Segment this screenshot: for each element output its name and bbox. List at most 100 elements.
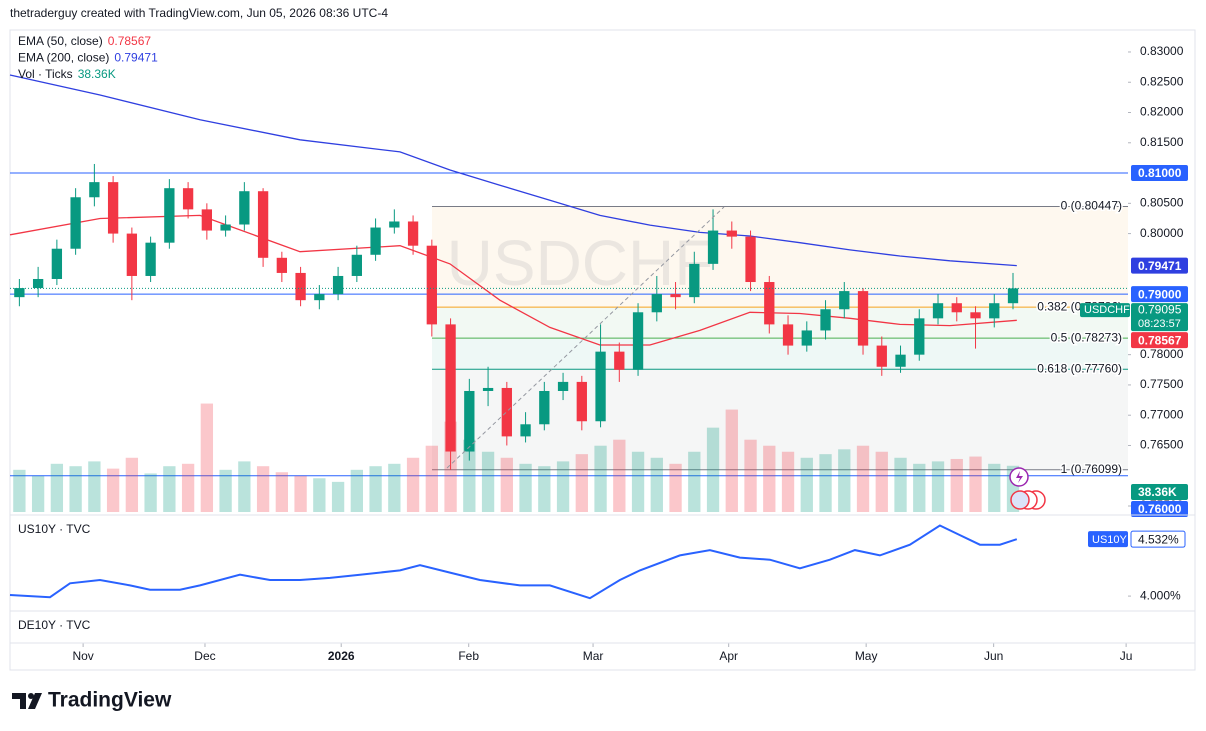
candle-body [782, 324, 794, 346]
volume-bar [669, 463, 682, 512]
candle-body [764, 282, 775, 325]
pane-y-tick-label: 4.000% [1140, 588, 1181, 602]
candle-body [14, 288, 25, 298]
candle-body [276, 257, 288, 273]
legend-entry: EMA (50, close) 0.78567 [18, 34, 151, 48]
candle-body [614, 351, 625, 370]
volume-bar [688, 451, 701, 512]
volume-bar [406, 457, 420, 512]
fib-zone [432, 206, 1128, 308]
volume-bar [144, 473, 157, 512]
logo-mark [28, 693, 42, 709]
price-box [1131, 484, 1188, 500]
event-icon [1010, 490, 1030, 510]
volume-bar [50, 463, 64, 512]
pane-value-box [1130, 530, 1186, 548]
candle-body [595, 351, 606, 422]
candle-body [314, 294, 325, 301]
volume-bar [763, 445, 776, 512]
volume-bar [800, 457, 813, 512]
volume-bar [781, 451, 795, 512]
legend-entry: EMA (200, close) 0.79471 [18, 51, 158, 65]
volume-bar [388, 463, 401, 512]
volume-bar [200, 403, 214, 512]
volume-bar [125, 457, 139, 512]
fib-zone [432, 307, 1128, 339]
pane-line [9, 524, 1018, 600]
price-box-label: 38.36K [1138, 485, 1177, 499]
watermark: USDCHF [447, 227, 714, 299]
y-tick-label: 0.77000 [1140, 407, 1184, 421]
candle-body [970, 312, 981, 319]
candle-body [989, 303, 1000, 319]
candle-body [407, 221, 419, 246]
price-box-label: 0.81000 [1138, 166, 1182, 180]
volume-bar [744, 439, 757, 512]
volume-bar [575, 454, 588, 512]
legend-name: EMA (200, close) [18, 51, 109, 65]
volume-bar [725, 409, 738, 512]
pane-title: DE10Y · TVC [18, 618, 91, 632]
event-icon [1016, 471, 1023, 483]
fib-zone [432, 338, 1128, 370]
price-box [1131, 165, 1188, 182]
candle-body [257, 191, 269, 258]
chart-frame [9, 29, 1196, 671]
volume-bar [819, 454, 832, 512]
volume-bar [238, 461, 251, 512]
volume-bar [331, 481, 345, 512]
price-box-label: 0.76000 [1138, 502, 1182, 516]
x-tick-label: Ju [1120, 649, 1133, 663]
candle-body [145, 242, 156, 276]
last-price-label: 0.79095 [1138, 302, 1182, 316]
y-tick-label: 0.83000 [1140, 44, 1184, 58]
volume-bar [481, 451, 495, 512]
volume-bar [88, 461, 101, 512]
candle-body [895, 354, 906, 367]
candle-body [726, 230, 737, 237]
legend-value: 38.36K [78, 67, 116, 81]
candle-body [389, 221, 400, 228]
volume-bar [913, 463, 926, 512]
candle-body [445, 324, 456, 452]
volume-bar [969, 456, 982, 512]
y-tick-label: 0.80500 [1140, 195, 1184, 209]
volume-bar [988, 463, 1001, 512]
volume-bar [463, 439, 476, 512]
ema-line [9, 74, 1017, 267]
pane-symbol: US10Y [1092, 534, 1128, 546]
candle-body [426, 245, 437, 325]
y-tick-label: 0.77500 [1140, 377, 1184, 391]
volume-bar [350, 469, 363, 512]
x-tick-label: Feb [458, 649, 479, 663]
candle-body [951, 303, 962, 313]
candle-body [670, 294, 681, 298]
volume-bar [163, 466, 176, 512]
y-tick-label: 0.82500 [1140, 74, 1184, 88]
x-tick-label: Nov [72, 649, 93, 663]
candle-body [707, 230, 719, 264]
logo-mark [28, 693, 34, 699]
candle-body [107, 182, 119, 234]
candle-body [745, 236, 756, 283]
x-tick-label: May [855, 649, 878, 663]
brand-name: TradingView [48, 689, 172, 712]
fib-label: 0.5 (0.78273) [1051, 330, 1122, 344]
candle-body [576, 381, 587, 422]
candle-body [220, 224, 231, 231]
volume-bar [313, 478, 326, 512]
credit: thetraderguy created with TradingView.co… [10, 6, 388, 20]
volume-bar [106, 468, 120, 512]
volume-bar [950, 458, 963, 512]
volume-bar [594, 445, 607, 512]
y-tick-label: 0.81500 [1140, 135, 1184, 149]
price-box-label: 0.78567 [1138, 333, 1182, 347]
volume-bar [13, 469, 26, 512]
symbol-box [1080, 303, 1130, 318]
volume-bar [425, 445, 438, 512]
volume-bar [519, 463, 532, 512]
x-tick-label: Jun [984, 649, 1003, 663]
candle-body [501, 387, 512, 437]
legend-name: EMA (50, close) [18, 34, 103, 48]
